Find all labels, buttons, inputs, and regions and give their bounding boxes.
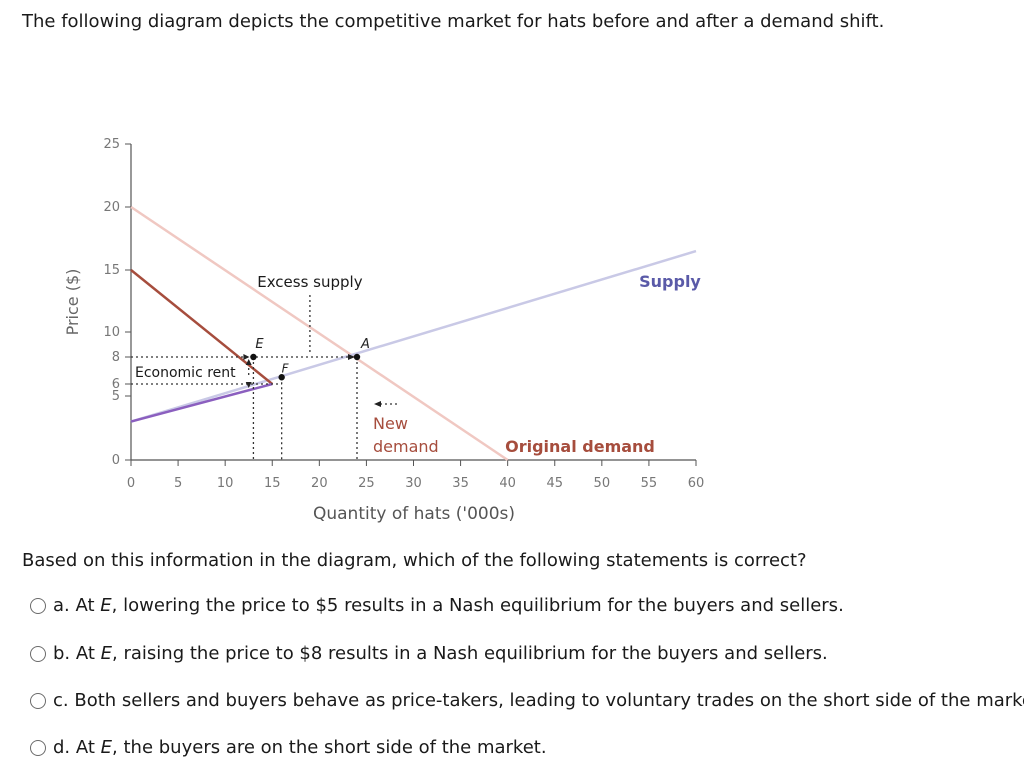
- option-b-text: b. At E, raising the price to $8 results…: [53, 643, 828, 664]
- x-tick-label-0: 0: [127, 476, 135, 491]
- new-demand-arrow: [374, 401, 381, 407]
- option-a-radio[interactable]: [30, 597, 46, 614]
- y-tick-label-1: 5: [112, 389, 120, 404]
- arrow-to-a: [348, 354, 355, 360]
- x-tick-label-4: 20: [311, 476, 328, 491]
- annotation-supply: Supply: [639, 272, 701, 291]
- series-line-1: [130, 205, 509, 462]
- option-b-letter: b.: [53, 643, 71, 664]
- x-tick-label-10: 50: [594, 476, 611, 491]
- arrow-to-e: [243, 354, 250, 360]
- x-axis-label: Quantity of hats ('000s): [313, 504, 515, 524]
- point-f: [278, 374, 285, 381]
- x-tick-label-8: 40: [499, 476, 516, 491]
- option-b[interactable]: b. At E, raising the price to $8 results…: [30, 643, 828, 664]
- y-axis-label: Price ($): [63, 269, 82, 336]
- y-tick-label-3: 8: [112, 350, 120, 365]
- intro-text: The following diagram depicts the compet…: [22, 11, 885, 32]
- point-label-e: E: [255, 337, 264, 352]
- x-tick-label-3: 15: [264, 476, 281, 491]
- market-chart: 0 5 10 15 20 25 30 35 40 45 50 55 60056810152025Quan…: [63, 137, 705, 524]
- rent-arrow-up: [245, 359, 252, 365]
- question-text: Based on this information in the diagram…: [22, 550, 807, 571]
- annotation-economic-rent: Economic rent: [135, 365, 236, 381]
- y-tick-label-5: 15: [103, 263, 120, 278]
- x-tick-label-1: 5: [174, 476, 182, 491]
- option-c[interactable]: c. Both sellers and buyers behave as pri…: [30, 690, 1024, 711]
- option-b-radio[interactable]: [30, 645, 46, 662]
- y-tick-label-2: 6: [112, 377, 120, 392]
- option-d-text: d. At E, the buyers are on the short sid…: [53, 737, 547, 758]
- x-tick-label-9: 45: [546, 476, 563, 491]
- point-e: [250, 353, 257, 361]
- x-tick-label-2: 10: [217, 476, 234, 491]
- option-a-text: a. At E, lowering the price to $5 result…: [53, 595, 844, 616]
- annotation-original-demand: Original demand: [505, 437, 655, 456]
- annotation-new: New: [373, 414, 408, 433]
- option-d[interactable]: d. At E, the buyers are on the short sid…: [30, 737, 547, 758]
- y-tick-label-7: 25: [103, 137, 120, 152]
- option-a-letter: a.: [53, 595, 70, 616]
- annotation-excess-supply: Excess supply: [257, 273, 362, 291]
- point-label-a: A: [360, 337, 370, 352]
- series-line-0: [130, 249, 697, 423]
- point-a: [353, 353, 361, 361]
- series-line-3: [130, 382, 273, 423]
- option-d-letter: d.: [53, 737, 71, 758]
- point-label-f: F: [282, 361, 290, 375]
- option-c-text: c. Both sellers and buyers behave as pri…: [53, 690, 1024, 711]
- option-d-radio[interactable]: [30, 739, 46, 756]
- option-a[interactable]: a. At E, lowering the price to $5 result…: [30, 595, 844, 616]
- x-tick-label-11: 55: [641, 476, 658, 491]
- rent-arrow-down: [245, 382, 252, 388]
- option-c-radio[interactable]: [30, 692, 46, 709]
- annotation-demand: demand: [373, 437, 439, 456]
- y-tick-label-0: 0: [112, 453, 120, 468]
- y-tick-label-4: 10: [103, 325, 120, 340]
- x-tick-label-5: 25: [358, 476, 375, 491]
- y-tick-label-6: 20: [103, 200, 120, 215]
- x-tick-label-6: 30: [405, 476, 422, 491]
- x-tick-label-7: 35: [452, 476, 469, 491]
- option-c-letter: c.: [53, 690, 69, 711]
- x-tick-label-12: 60: [688, 476, 705, 491]
